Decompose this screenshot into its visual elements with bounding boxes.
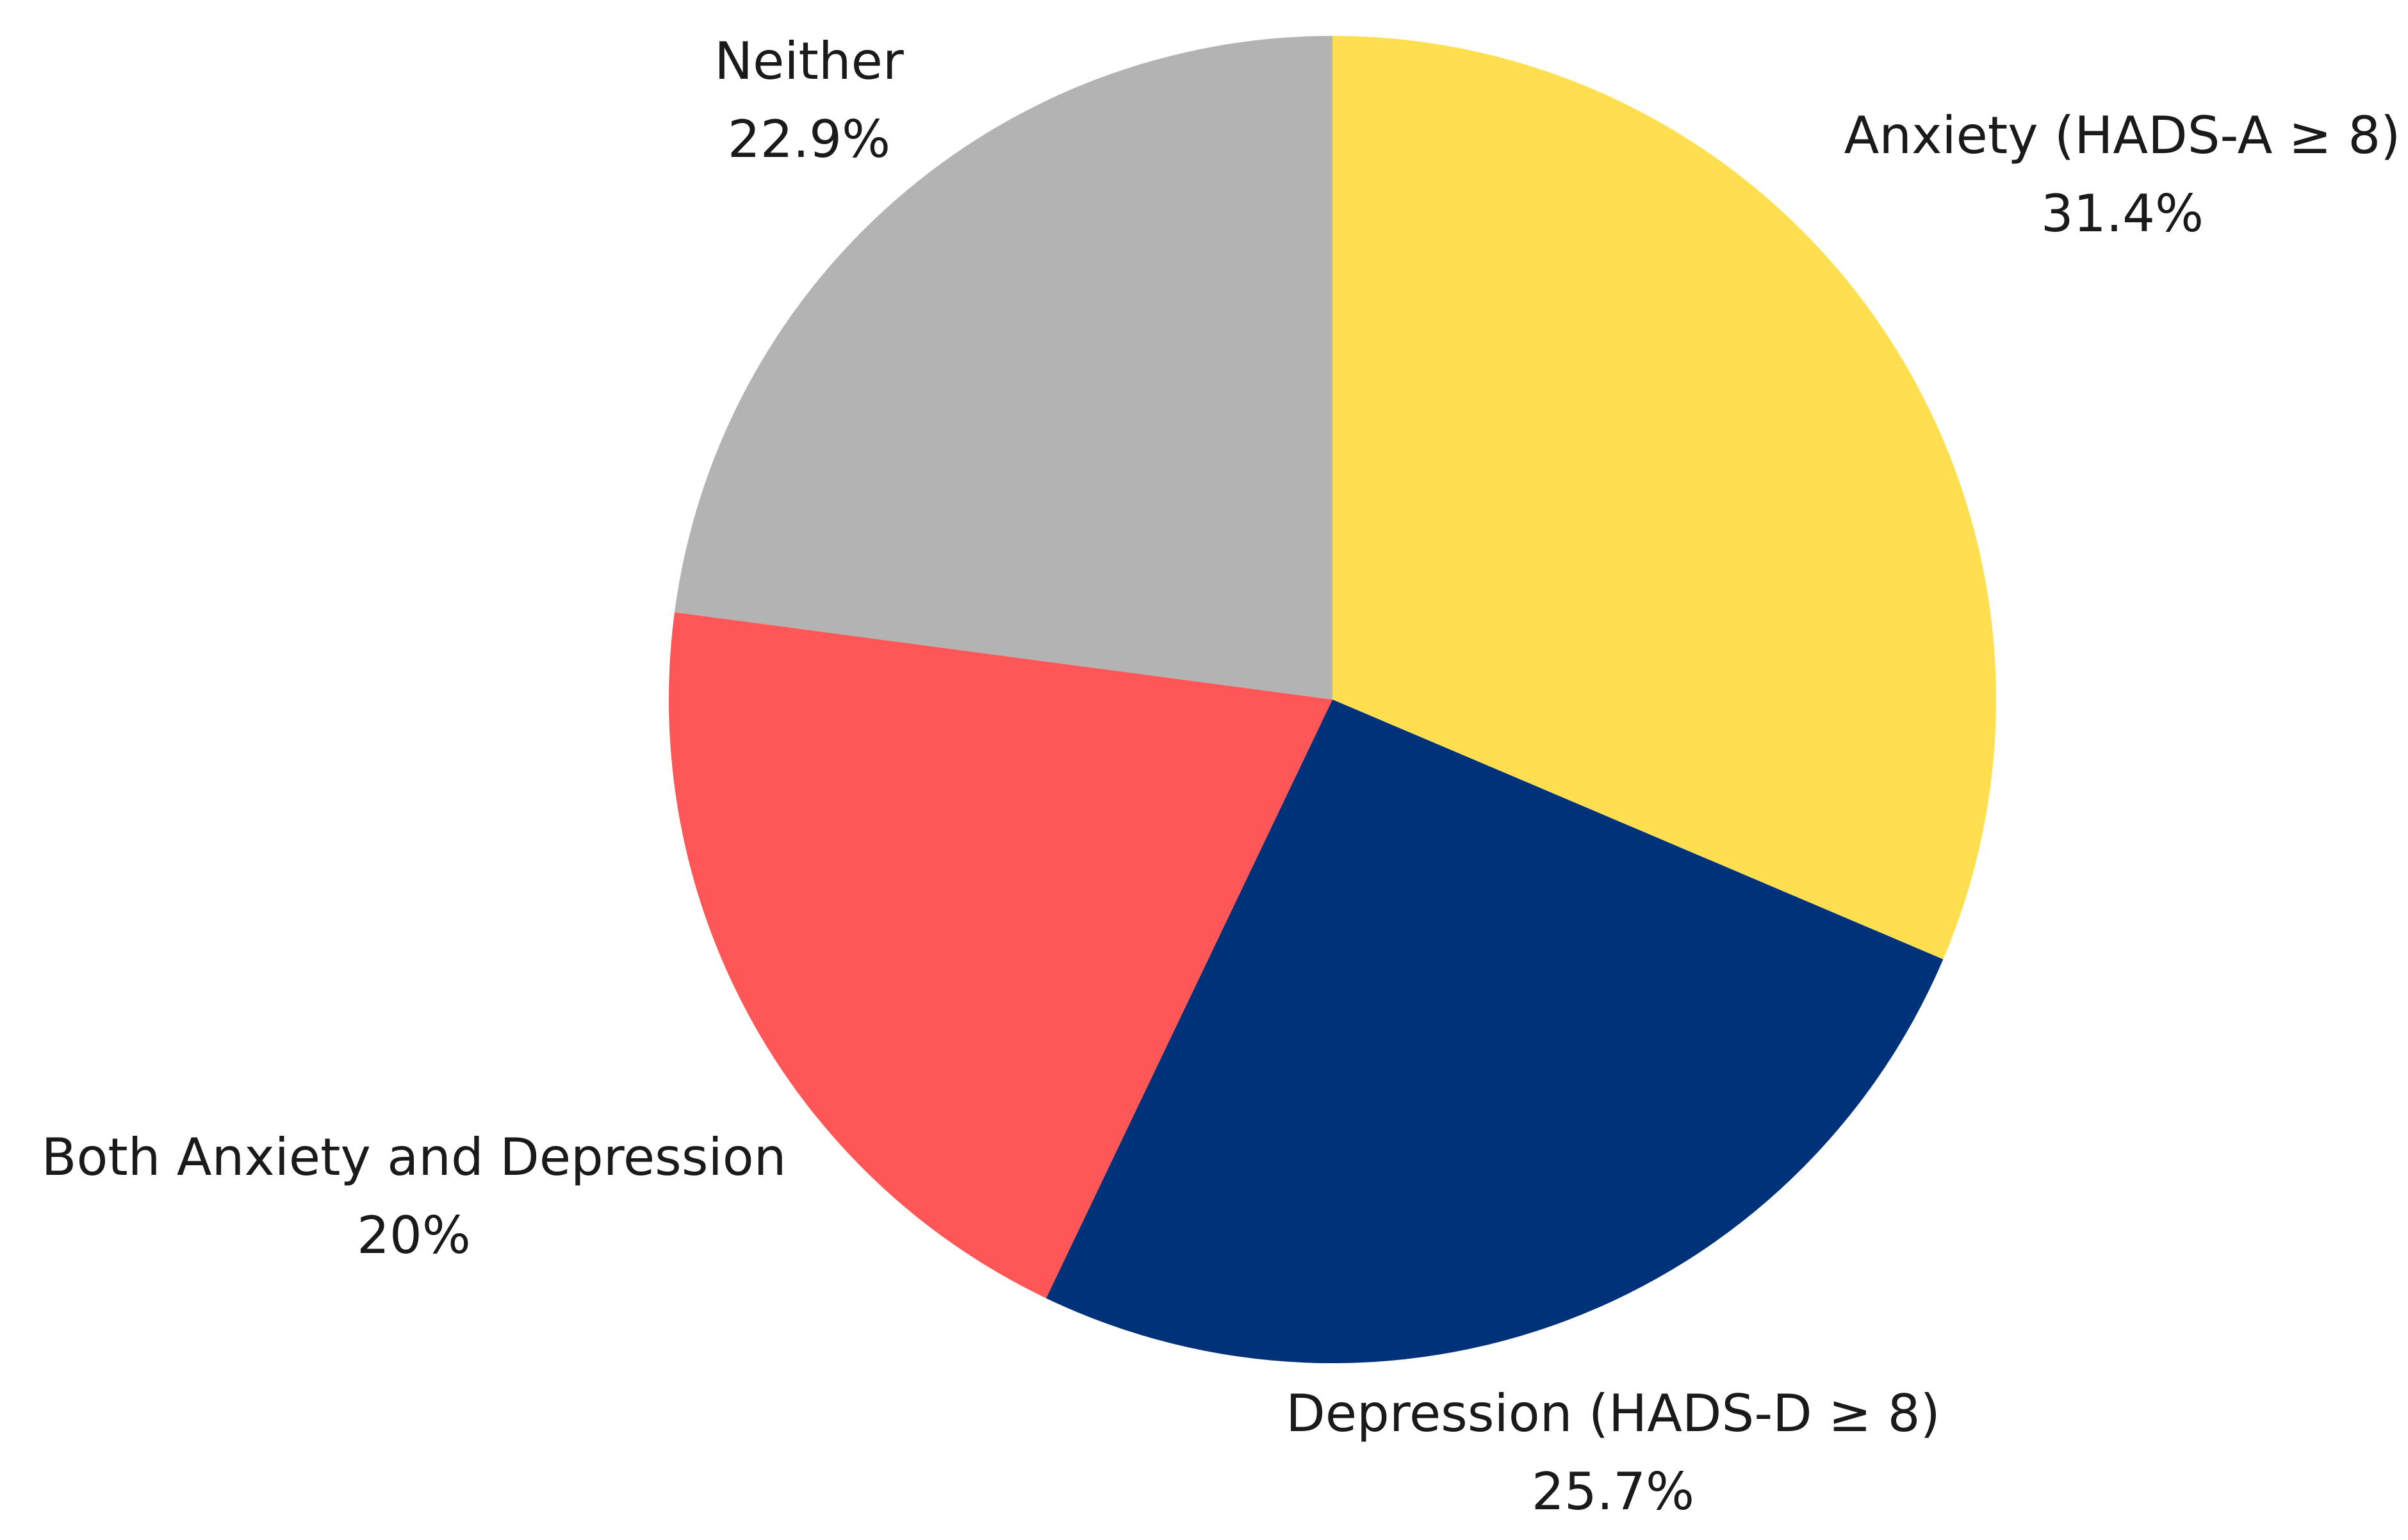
slice-label: Both Anxiety and Depression bbox=[42, 1127, 787, 1187]
value-label: 20% bbox=[357, 1206, 471, 1265]
value-label: 22.9% bbox=[728, 110, 890, 169]
slice-label: Depression (HADS-D ≥ 8) bbox=[1286, 1384, 1940, 1443]
pie-slice bbox=[675, 36, 1332, 700]
value-label: 31.4% bbox=[2041, 184, 2204, 243]
pie-slice bbox=[1046, 700, 1944, 1363]
pie-slice bbox=[1332, 36, 1996, 960]
value-label: 25.7% bbox=[1532, 1462, 1694, 1521]
slice-label: Neither bbox=[714, 31, 904, 91]
slice-label: Anxiety (HADS-A ≥ 8) bbox=[1844, 106, 2401, 165]
pie-slice bbox=[668, 612, 1332, 1298]
